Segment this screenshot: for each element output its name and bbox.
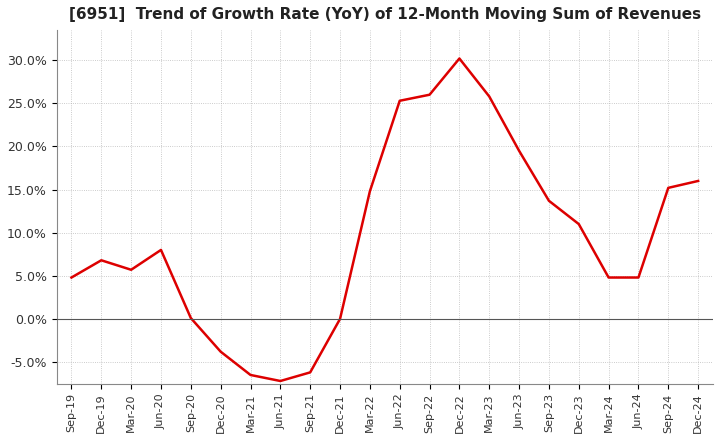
- Title: [6951]  Trend of Growth Rate (YoY) of 12-Month Moving Sum of Revenues: [6951] Trend of Growth Rate (YoY) of 12-…: [68, 7, 701, 22]
